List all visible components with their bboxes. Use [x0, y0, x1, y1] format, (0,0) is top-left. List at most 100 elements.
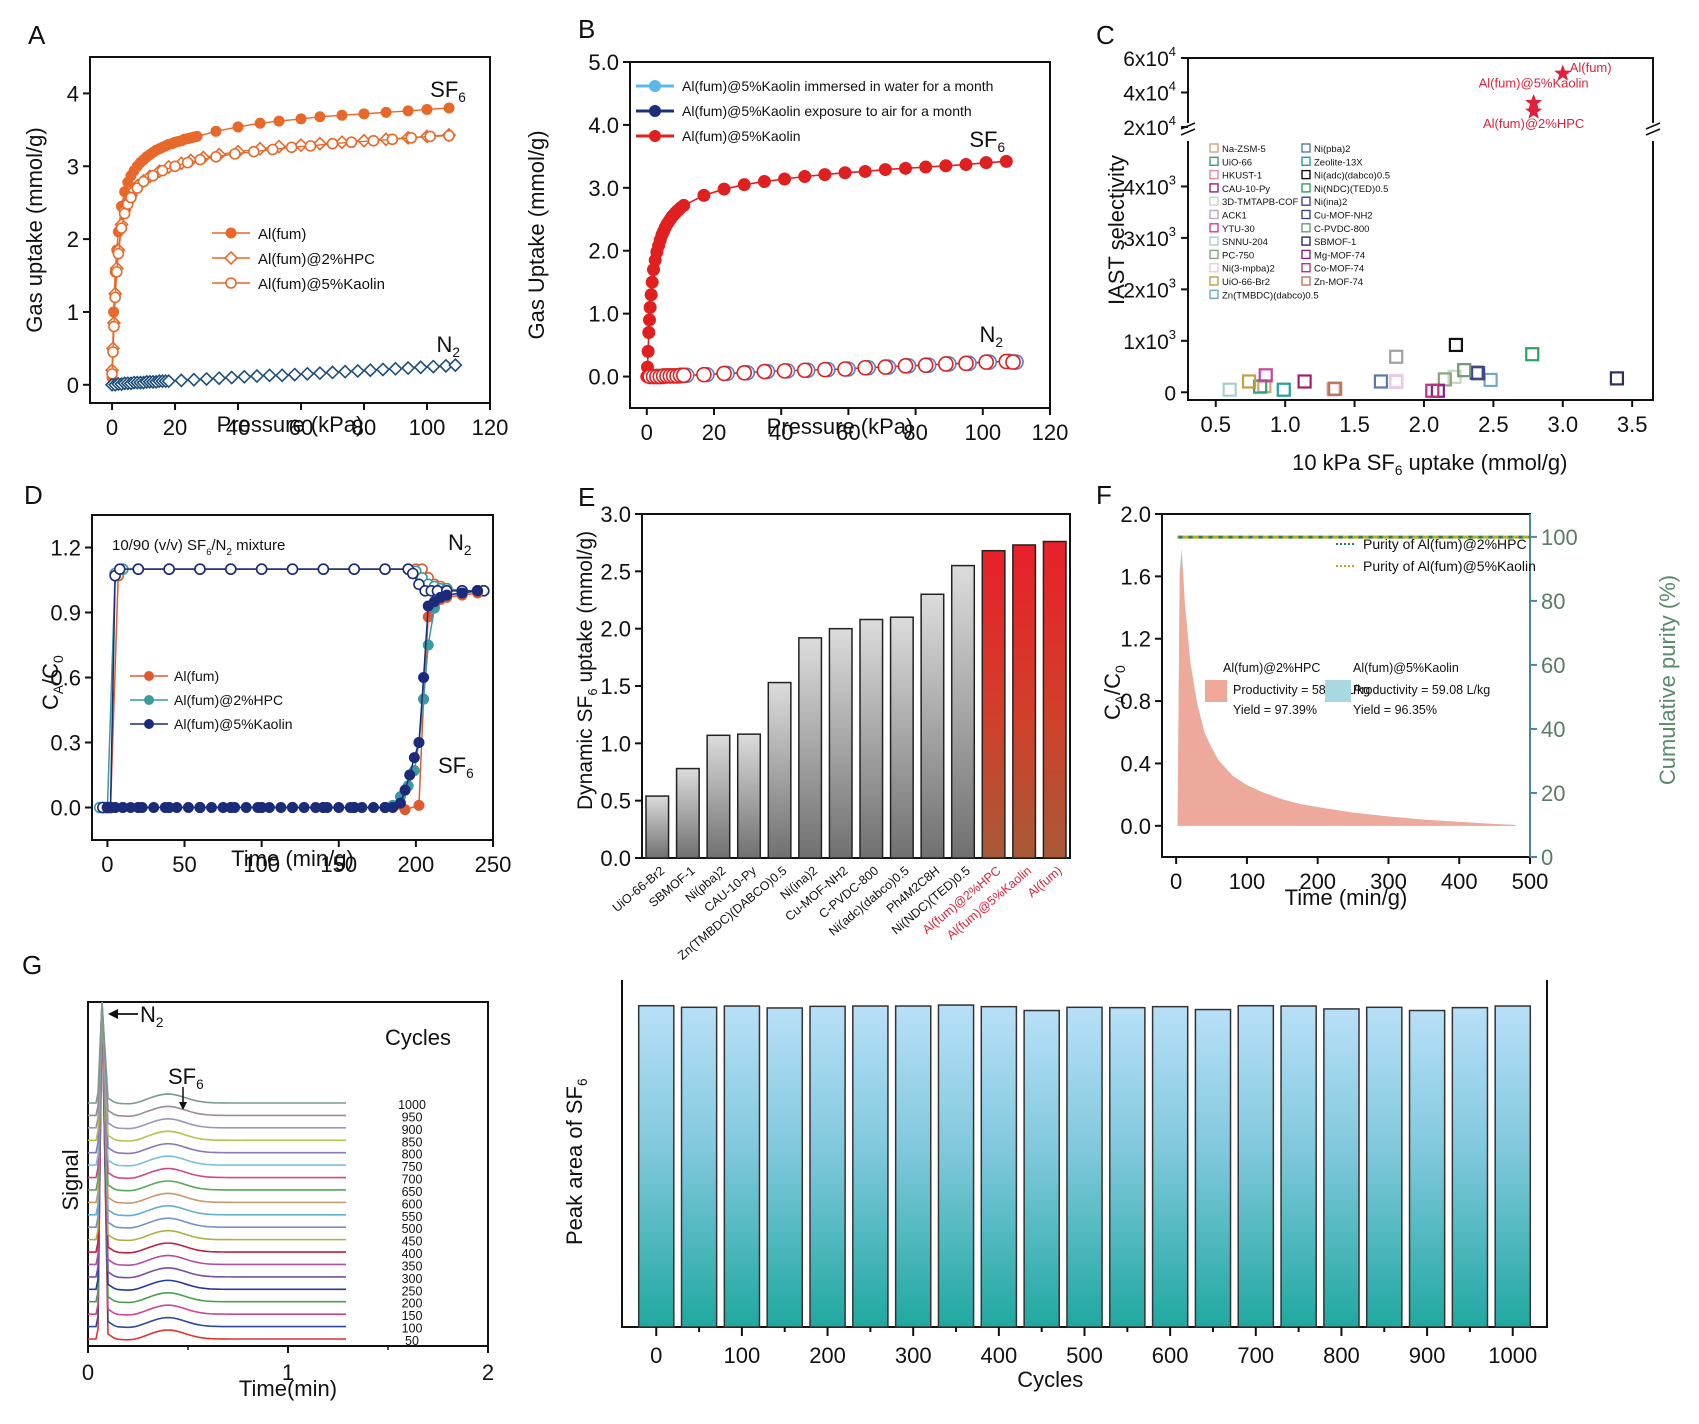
- data-point: [274, 368, 290, 383]
- highlight-label: Al(fum): [1570, 60, 1612, 75]
- data-point: [148, 802, 160, 813]
- y-tick-label: 1.2: [1120, 627, 1151, 652]
- data-point: [858, 164, 872, 178]
- data-point: [897, 358, 914, 374]
- data-point: [367, 802, 379, 813]
- y-tick-label: 5.0: [588, 50, 619, 75]
- data-point: [210, 150, 222, 163]
- y-tick-label: 1: [67, 300, 79, 325]
- star-point: [1554, 64, 1572, 81]
- data-point: [194, 563, 206, 575]
- data-point: [408, 752, 420, 764]
- bar: [859, 618, 884, 859]
- x-tick-label: 200: [809, 1343, 846, 1368]
- y-tick-label: 0.0: [1120, 814, 1151, 839]
- data-point: [254, 117, 266, 129]
- legend-label: Al(fum): [174, 668, 219, 684]
- data-point: [287, 802, 298, 813]
- annotation-n2: N2: [140, 1002, 163, 1030]
- data-point: [161, 374, 176, 389]
- y-right-tick-label: 60: [1541, 653, 1565, 678]
- data-point: [677, 198, 691, 212]
- y-tick-label: 0.0: [50, 796, 81, 821]
- data-point: [137, 175, 150, 188]
- chart-g-signal-cycles: 0 1 2 Time(min) Signal 5010015020025030035040…: [58, 1001, 494, 1401]
- data-point: [394, 797, 406, 809]
- y-axis-title: Signal: [58, 1149, 83, 1210]
- legend-label: Ni(adc)(dabco)0.5: [1314, 171, 1390, 182]
- chart-c-iast-selectivity: 0.5 1.0 1.5 2.0 2.5 3.0 3.5 0 1x103 2x103 3x103 4x1…: [1104, 44, 1661, 478]
- cycle-label: 900: [402, 1123, 423, 1137]
- y-right-axis-title: Cumulative purity (%): [1655, 575, 1680, 785]
- legend-marker: [144, 671, 154, 681]
- y-tick-label: 3x103: [1123, 224, 1176, 251]
- bar: [1365, 1006, 1403, 1328]
- bar: [706, 734, 731, 859]
- y-tick-label: 3.0: [600, 502, 631, 527]
- bar: [894, 1005, 932, 1328]
- x-tick-label: 400: [980, 1343, 1017, 1368]
- data-point: [418, 693, 430, 705]
- bar: [980, 1005, 1018, 1328]
- data-point: [979, 156, 993, 170]
- x-tick-label: 40: [226, 415, 250, 440]
- data-point: [696, 366, 712, 383]
- x-tick-label: 250: [475, 852, 512, 877]
- data-point: [959, 158, 973, 172]
- data-point: [375, 362, 391, 377]
- y-tick-label: 0.8: [1120, 689, 1151, 714]
- bar: [889, 616, 914, 859]
- signal-trace: [88, 1001, 346, 1155]
- data-point: [262, 368, 277, 383]
- arrow-sf6-head: [179, 1102, 187, 1110]
- data-point: [405, 132, 418, 144]
- legend-swatch: [1205, 680, 1227, 702]
- x-tick-label: 50: [172, 852, 196, 877]
- bar: [1109, 1006, 1146, 1328]
- legend-label: SNNU-204: [1222, 237, 1268, 248]
- bar: [675, 767, 700, 859]
- signal-trace: [88, 1001, 346, 1329]
- signal-trace: [88, 1001, 346, 1229]
- legend-marker: [1301, 196, 1311, 206]
- data-point: [443, 102, 455, 114]
- annotation-n2: N2: [448, 530, 471, 558]
- axis-break: [1180, 128, 1196, 136]
- data-point: [113, 563, 126, 575]
- x-tick-label: 120: [1032, 420, 1069, 445]
- bar: [723, 1005, 761, 1328]
- data-point: [206, 802, 218, 813]
- data-point: [426, 359, 441, 374]
- x-tick-label: 3.5: [1617, 412, 1648, 437]
- signal-trace: [88, 1001, 346, 1341]
- plot-frame: [641, 513, 1071, 859]
- cycle-label: 450: [402, 1235, 423, 1249]
- data-point: [325, 365, 340, 380]
- signal-trace: [88, 1001, 346, 1117]
- y-tick-label: 0.0: [588, 365, 619, 390]
- data-point: [919, 160, 933, 174]
- x-axis-title: Time(min): [239, 1376, 337, 1401]
- y-tick-label: 3: [67, 154, 79, 179]
- x-axis-title: Cycles: [1017, 1367, 1083, 1392]
- legend-label: Purity of Al(fum)@5%Kaolin: [1363, 558, 1536, 574]
- data-point: [645, 275, 659, 289]
- highlight-label: Al(fum)@2%HPC: [1483, 116, 1584, 131]
- info-productivity: Productivity = 59.08 L/kg: [1353, 683, 1490, 697]
- y-right-tick-label: 40: [1541, 717, 1565, 742]
- y-axis-title: CA/C0: [1100, 665, 1128, 720]
- data-point: [857, 359, 874, 376]
- x-tick-label: 20: [163, 415, 187, 440]
- data-point: [186, 372, 202, 387]
- x-tick-label: 800: [1323, 1343, 1360, 1368]
- data-point: [379, 563, 391, 575]
- data-point: [697, 188, 711, 202]
- signal-trace: [88, 1001, 346, 1180]
- y-right-tick-label: 80: [1541, 589, 1565, 614]
- x-tick-label: 1000: [1488, 1343, 1537, 1368]
- chart-d-breakthrough: 0 50 100 150 200 250 0.0 0.3 0.6 0.9 1.2 Time (min/…: [38, 514, 512, 877]
- data-point: [1241, 374, 1257, 389]
- data-point: [1276, 382, 1291, 397]
- data-point: [757, 175, 771, 189]
- legend-label: Ni(ina)2: [1314, 197, 1347, 208]
